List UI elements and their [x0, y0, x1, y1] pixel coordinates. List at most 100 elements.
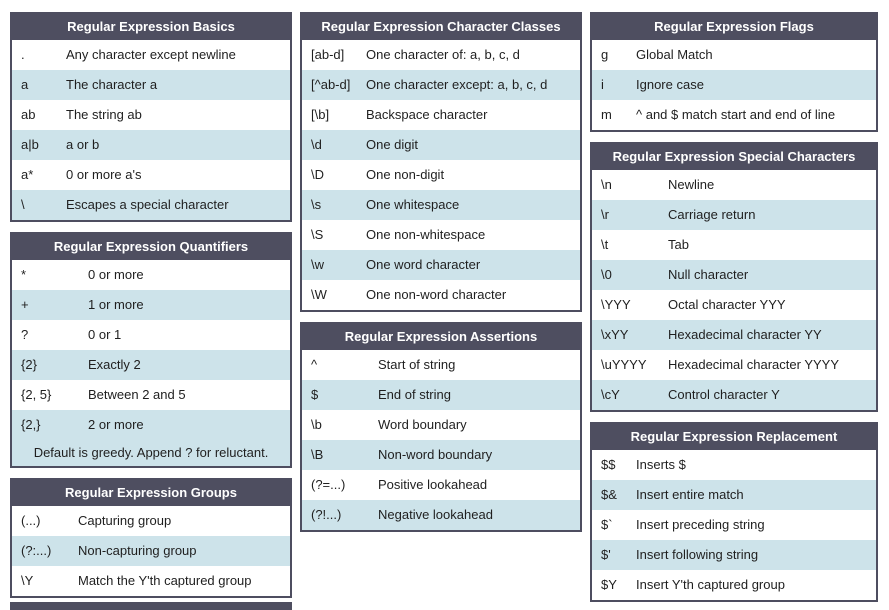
description-cell: Global Match — [636, 47, 713, 62]
table-row: * 0 or more — [12, 260, 290, 290]
table-title: Regular Expression Groups — [12, 480, 290, 506]
table-row: (?!...) Negative lookahead — [302, 500, 580, 530]
table-row: a* 0 or more a's — [12, 160, 290, 190]
description-cell: Insert following string — [636, 547, 759, 562]
description-cell: Insert Y'th captured group — [636, 577, 785, 592]
description-cell: Null character — [668, 267, 749, 282]
table-row: $$ Inserts $ — [592, 450, 876, 480]
pattern-cell: + — [21, 297, 29, 312]
pattern-cell: \S — [311, 227, 324, 242]
description-cell: ^ and $ match start and end of line — [636, 107, 836, 122]
description-cell: Non-capturing group — [78, 543, 197, 558]
table-row: \n Newline — [592, 170, 876, 200]
description-cell: One character except: a, b, c, d — [366, 77, 548, 92]
table-row: . Any character except newline — [12, 40, 290, 70]
table-row: (...) Capturing group — [12, 506, 290, 536]
description-cell: Any character except newline — [66, 47, 236, 62]
column-left: Regular Expression Basics . Any character… — [10, 12, 292, 610]
description-cell: One non-word character — [366, 287, 507, 302]
pattern-cell: (?:...) — [21, 543, 52, 558]
pattern-cell: (?!...) — [311, 507, 342, 522]
table-title: Regular Expression Special Characters — [592, 144, 876, 170]
description-cell: Control character Y — [668, 387, 780, 402]
description-cell: Word boundary — [378, 417, 467, 432]
pattern-cell: \xYY — [601, 327, 629, 342]
table-row: (?:...) Non-capturing group — [12, 536, 290, 566]
table-row: \b Word boundary — [302, 410, 580, 440]
pattern-cell: \r — [601, 207, 609, 222]
pattern-cell: * — [21, 267, 27, 282]
table-row: \S One non-whitespace — [302, 220, 580, 250]
pattern-cell: (...) — [21, 513, 41, 528]
description-cell: Escapes a special character — [66, 197, 229, 212]
table-row: $ End of string — [302, 380, 580, 410]
table-row: $' Insert following string — [592, 540, 876, 570]
description-cell: End of string — [378, 387, 451, 402]
table-row: \0 Null character — [592, 260, 876, 290]
table-row: m ^ and $ match start and end of line — [592, 100, 876, 130]
table-title: Regular Expression Assertions — [302, 324, 580, 350]
column-middle: Regular Expression Character Classes [ab… — [300, 12, 582, 610]
table-body: [ab-d] One character of: a, b, c, d [^ab-d… — [302, 40, 580, 310]
pattern-cell: \B — [311, 447, 324, 462]
description-cell: Inserts $ — [636, 457, 686, 472]
description-cell: Carriage return — [668, 207, 756, 222]
table-groups: Regular Expression Groups (...) Capturing… — [10, 478, 292, 598]
table-row: i Ignore case — [592, 70, 876, 100]
table-body: (...) Capturing group (?:...) Non-capturing… — [12, 506, 290, 596]
description-cell: Capturing group — [78, 513, 172, 528]
table-row: $` Insert preceding string — [592, 510, 876, 540]
description-cell: Backspace character — [366, 107, 488, 122]
table-row: \YYY Octal character YYY — [592, 290, 876, 320]
table-basics: Regular Expression Basics . Any character… — [10, 12, 292, 222]
description-cell: Tab — [668, 237, 689, 252]
description-cell: 0 or more — [88, 267, 144, 282]
table-character-classes: Regular Expression Character Classes [ab… — [300, 12, 582, 312]
table-row: [^ab-d] One character except: a, b, c, d — [302, 70, 580, 100]
description-cell: Exactly 2 — [88, 357, 141, 372]
table-row: \uYYYY Hexadecimal character YYYY — [592, 350, 876, 380]
description-cell: Insert entire match — [636, 487, 744, 502]
table-title: Regular Expression Quantifiers — [12, 234, 290, 260]
description-cell: Hexadecimal character YYYY — [668, 357, 840, 372]
description-cell: Between 2 and 5 — [88, 387, 186, 402]
pattern-cell: i — [601, 77, 604, 92]
description-cell: The string ab — [66, 107, 142, 122]
table-row: \W One non-word character — [302, 280, 580, 310]
pattern-cell: \Y — [21, 573, 34, 588]
table-title: Regular Expression Flags — [592, 14, 876, 40]
column-right: Regular Expression Flags g Global Match i I… — [590, 12, 878, 610]
table-body: $$ Inserts $ $& Insert entire match $` Insert… — [592, 450, 876, 600]
description-cell: Insert preceding string — [636, 517, 765, 532]
table-row: \D One non-digit — [302, 160, 580, 190]
table-footnote: Default is greedy. Append ? for reluctan… — [12, 440, 290, 466]
pattern-cell: \D — [311, 167, 324, 182]
description-cell: 1 or more — [88, 297, 144, 312]
table-row: (?=...) Positive lookahead — [302, 470, 580, 500]
pattern-cell: {2} — [21, 357, 37, 372]
table-row: g Global Match — [592, 40, 876, 70]
description-cell: Match the Y'th captured group — [78, 573, 252, 588]
table-row: {2} Exactly 2 — [12, 350, 290, 380]
cutoff-table-header — [10, 602, 292, 610]
pattern-cell: \YYY — [601, 297, 631, 312]
pattern-cell: $$ — [601, 457, 616, 472]
table-row: \d One digit — [302, 130, 580, 160]
pattern-cell: g — [601, 47, 609, 62]
pattern-cell: $' — [601, 547, 611, 562]
description-cell: Start of string — [378, 357, 456, 372]
description-cell: 0 or more a's — [66, 167, 142, 182]
pattern-cell: \s — [311, 197, 322, 212]
table-body: \n Newline \r Carriage return \t Tab \0 Null ch… — [592, 170, 876, 410]
table-row: \Y Match the Y'th captured group — [12, 566, 290, 596]
description-cell: Newline — [668, 177, 715, 192]
description-cell: Positive lookahead — [378, 477, 488, 492]
pattern-cell: (?=...) — [311, 477, 346, 492]
pattern-cell: \0 — [601, 267, 612, 282]
pattern-cell: ? — [21, 327, 29, 342]
pattern-cell: $ — [311, 387, 319, 402]
description-cell: a or b — [66, 137, 100, 152]
pattern-cell: \W — [311, 287, 327, 302]
table-row: \B Non-word boundary — [302, 440, 580, 470]
table-row: [\b] Backspace character — [302, 100, 580, 130]
